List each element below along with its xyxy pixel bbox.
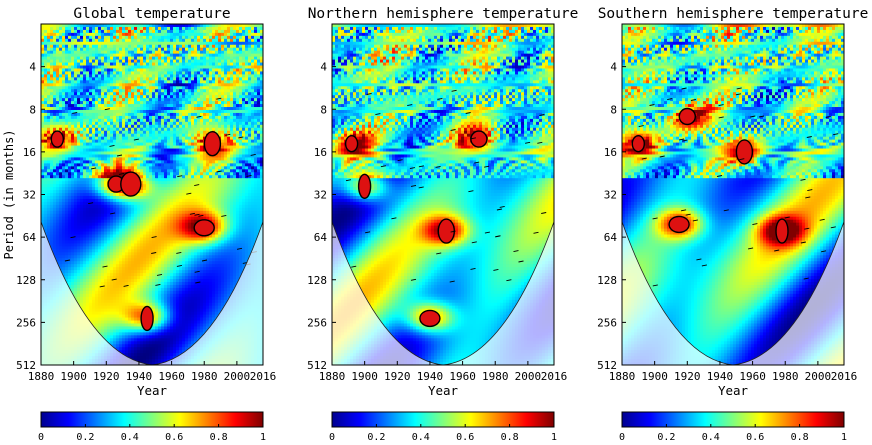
y-tick-label: 16 <box>314 146 327 159</box>
x-tick-label: 1920 <box>93 370 120 383</box>
chart-title: Global temperature <box>73 6 230 22</box>
x-tick-label: 1900 <box>60 370 87 383</box>
y-tick-label: 128 <box>307 274 327 287</box>
y-tick-label: 32 <box>314 189 327 202</box>
x-tick-label: 1960 <box>158 370 185 383</box>
x-tick-label: 2016 <box>541 370 568 383</box>
colorbar-tick-label: 0.4 <box>702 432 720 443</box>
colorbar-tick-label: 0.6 <box>165 432 183 443</box>
y-tick-label: 32 <box>23 189 36 202</box>
x-tick-label: 1920 <box>674 370 701 383</box>
y-tick-label: 64 <box>604 231 618 244</box>
significance-contour <box>121 172 141 196</box>
y-axis-label: Period (in months) <box>2 129 16 259</box>
x-tick-label: 2000 <box>515 370 542 383</box>
x-tick-label: 1980 <box>772 370 799 383</box>
significance-contour <box>632 136 644 152</box>
y-tick-label: 256 <box>307 316 327 329</box>
colorbar-tick-label: 0.2 <box>367 432 385 443</box>
significance-contour <box>359 174 371 198</box>
colorbar-tick-label: 0.8 <box>210 432 228 443</box>
significance-contour <box>204 132 220 156</box>
x-tick-label: 1880 <box>609 370 636 383</box>
x-tick-label: 1980 <box>191 370 218 383</box>
colorbar-tick-label: 0.2 <box>76 432 94 443</box>
colorbar-tick-label: 0.8 <box>501 432 519 443</box>
x-tick-label: 2000 <box>224 370 251 383</box>
significance-contour <box>346 136 358 152</box>
colorbar-tick-label: 0 <box>329 432 335 443</box>
significance-contour <box>420 310 440 326</box>
colorbar-tick-label: 0.2 <box>657 432 675 443</box>
y-tick-label: 128 <box>597 274 617 287</box>
y-tick-label: 64 <box>314 231 328 244</box>
x-tick-label: 1940 <box>126 370 153 383</box>
x-tick-label: 1940 <box>417 370 444 383</box>
x-axis-label: Year <box>428 383 459 398</box>
x-tick-label: 1920 <box>384 370 411 383</box>
x-tick-label: 1960 <box>449 370 476 383</box>
x-tick-label: 2016 <box>831 370 858 383</box>
significance-contour <box>471 131 487 147</box>
x-tick-label: 1940 <box>707 370 734 383</box>
y-tick-label: 4 <box>610 61 617 74</box>
y-tick-label: 16 <box>604 146 617 159</box>
colorbar <box>41 412 263 427</box>
colorbar-tick-label: 1 <box>260 432 266 443</box>
y-tick-label: 32 <box>604 189 617 202</box>
y-tick-label: 4 <box>320 61 327 74</box>
colorbar <box>622 412 844 427</box>
significance-contour <box>736 140 752 164</box>
y-tick-label: 16 <box>23 146 36 159</box>
significance-contour <box>141 306 153 330</box>
colorbar-tick-label: 0 <box>619 432 625 443</box>
y-tick-label: 64 <box>23 231 37 244</box>
significance-contour <box>679 109 695 125</box>
y-tick-label: 4 <box>29 61 36 74</box>
x-axis-label: Year <box>718 383 749 398</box>
colorbar-tick-label: 0.6 <box>746 432 764 443</box>
significance-contour <box>51 131 63 147</box>
x-tick-label: 1880 <box>28 370 55 383</box>
y-tick-label: 8 <box>29 103 36 116</box>
x-tick-label: 1900 <box>351 370 378 383</box>
colorbar-tick-label: 0.4 <box>412 432 430 443</box>
x-tick-label: 1960 <box>739 370 766 383</box>
y-tick-label: 128 <box>16 274 36 287</box>
chart-title: Southern hemisphere temperature <box>598 6 869 22</box>
colorbar-tick-label: 1 <box>841 432 847 443</box>
y-tick-label: 256 <box>16 316 36 329</box>
x-tick-label: 1900 <box>641 370 668 383</box>
x-tick-label: 1880 <box>319 370 346 383</box>
y-tick-label: 256 <box>597 316 617 329</box>
colorbar-tick-label: 0.8 <box>791 432 809 443</box>
y-tick-label: 8 <box>320 103 327 116</box>
colorbar-tick-label: 0.4 <box>121 432 139 443</box>
significance-contour <box>194 220 214 236</box>
significance-contour <box>438 219 454 243</box>
y-tick-label: 8 <box>610 103 617 116</box>
colorbar-tick-label: 0.6 <box>456 432 474 443</box>
x-tick-label: 1980 <box>482 370 509 383</box>
colorbar-tick-label: 1 <box>551 432 557 443</box>
x-tick-label: 2000 <box>805 370 832 383</box>
significance-contour <box>669 216 689 232</box>
x-tick-label: 2016 <box>250 370 277 383</box>
significance-contour <box>776 219 788 243</box>
chart-title: Northern hemisphere temperature <box>308 6 579 22</box>
x-axis-label: Year <box>137 383 168 398</box>
colorbar-tick-label: 0 <box>38 432 44 443</box>
colorbar <box>332 412 554 427</box>
